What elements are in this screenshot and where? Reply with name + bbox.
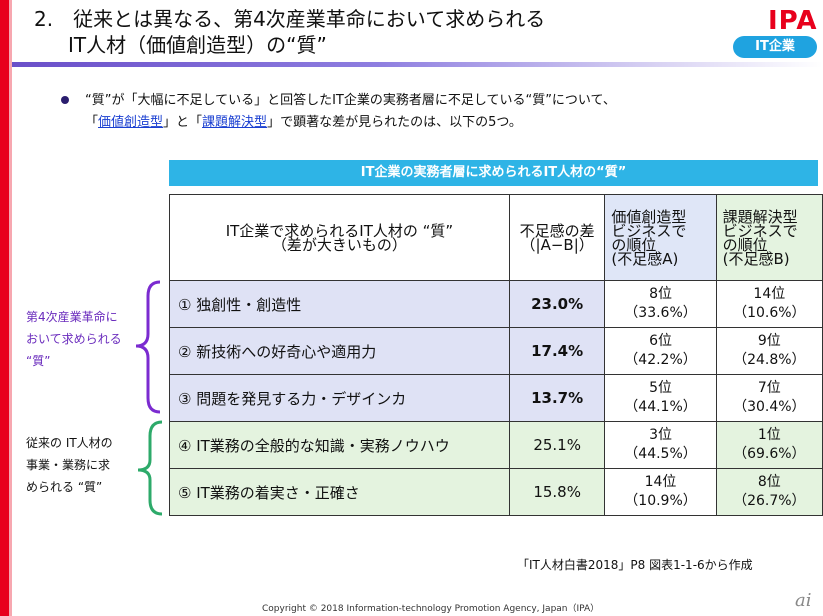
intro-line-1: “質”が「大幅に不足している」と回答したIT企業の実務者層に不足している“質”に… [85, 93, 616, 108]
purple-brace-icon [135, 280, 161, 414]
title-line-2: IT人材（価値創造型）の“質” [68, 33, 327, 57]
rank-a-value: 14位 [644, 474, 677, 490]
rank-b: 9位 （24.8%） [715, 327, 823, 375]
header-quality-line1: IT企業で求められるIT人材の “質” [225, 221, 454, 240]
header-b-line2: ビジネスで [722, 221, 798, 240]
rank-b: 7位 （30.4%） [715, 374, 823, 422]
rank-a: 5位 （44.1%） [604, 374, 717, 422]
rank-b-value: 1位 [757, 427, 781, 443]
rank-a-pct: （33.6%） [624, 305, 697, 321]
purple-label-line1: 第4次産業革命に [26, 310, 118, 324]
green-label-line1: 従来の IT人材の [26, 436, 113, 450]
rank-b: 14位 （10.6%） [715, 280, 823, 328]
table-row: ③ 問題を発見する力・デザインカ 13.7% 5位 （44.1%） 7位 （30.4… [169, 374, 823, 422]
header-b-line3: の順位 [722, 235, 768, 254]
table-row: ⑤ IT業務の着実さ・正確さ 15.8% 14位 （10.9%） 8位 （26.7%… [169, 468, 823, 516]
rank-a-pct: （42.2%） [624, 352, 697, 368]
left-accent-stripe [9, 0, 12, 616]
purple-group-label: 第4次産業革命に おいて求められる “質” [26, 306, 122, 372]
green-brace-icon [137, 420, 163, 516]
title-line-1: 2. 従来とは異なる、第4次産業革命において求められる [34, 7, 546, 31]
ipa-logo: IPA [768, 6, 818, 36]
header-a-line1: 価値創造型 [611, 207, 687, 226]
rank-a-value: 3位 [649, 427, 672, 443]
header-a-line4: (不足感A) [611, 249, 679, 268]
rank-b-pct: （10.6%） [733, 305, 806, 321]
source-note: 「IT人材白書2018」P8 図表1-1-6から作成 [517, 558, 753, 572]
value-creation-link[interactable]: 価値創造型 [98, 115, 164, 130]
table-caption: IT企業の実務者層に求められるIT人材の“質” [169, 160, 818, 186]
quality-name: ③ 問題を発見する力・デザインカ [169, 374, 510, 422]
purple-label-line2: おいて求められる [26, 332, 122, 346]
table-row: ① 独創性・創造性 23.0% 8位 （33.6%） 14位 （10.6%） [169, 280, 823, 328]
header-b-line4: (不足感B) [722, 249, 790, 268]
header-b-line1: 課題解決型 [722, 207, 798, 226]
problem-solving-link[interactable]: 課題解決型 [202, 115, 268, 130]
rank-a-value: 5位 [649, 380, 672, 396]
green-group-label: 従来の IT人材の 事業・業務に求 められる “質” [26, 432, 113, 498]
rank-b-value: 7位 [757, 380, 781, 396]
intro-text: “質”が「大幅に不足している」と回答したIT企業の実務者層に不足している“質”に… [85, 90, 616, 134]
title-divider [12, 62, 823, 67]
purple-label-line3: “質” [26, 354, 51, 368]
header-diff-line1: 不足感の差 [519, 221, 595, 240]
quality-table: IT企業で求められるIT人材の “質” （差が大きいもの） 不足感の差 （|A−… [169, 194, 823, 516]
corner-logo: ai [795, 590, 812, 611]
rank-a: 8位 （33.6%） [604, 280, 717, 328]
rank-b-pct: （30.4%） [733, 399, 806, 415]
rank-b-pct: （69.6%） [733, 446, 806, 462]
rank-b-value: 8位 [757, 474, 781, 490]
rank-a-value: 6位 [649, 333, 672, 349]
rank-a-pct: （10.9%） [624, 493, 697, 509]
quality-name: ② 新技術への好奇心や適用力 [169, 327, 510, 375]
rank-a: 3位 （44.5%） [604, 421, 717, 469]
header-value-creation: 価値創造型 ビジネスで の順位 (不足感A) [604, 194, 717, 281]
intro-line-2: 「価値創造型」と「課題解決型」で顕著な差が見られたのは、以下の5つ。 [85, 112, 616, 134]
quality-diff: 13.7% [508, 374, 606, 422]
rank-a-value: 8位 [649, 286, 672, 302]
header-quality-line2: （差が大きいもの） [271, 235, 407, 254]
header-quality: IT企業で求められるIT人材の “質” （差が大きいもの） [169, 194, 510, 281]
left-accent-bar [0, 0, 9, 616]
header-problem-solving: 課題解決型 ビジネスで の順位 (不足感B) [715, 194, 823, 281]
quality-diff: 23.0% [508, 280, 606, 328]
slide-title: 2. 従来とは異なる、第4次産業革命において求められる IT人材（価値創造型）の… [34, 6, 545, 58]
header-a-line2: ビジネスで [611, 221, 687, 240]
rank-b-value: 14位 [753, 286, 786, 302]
quality-name: ① 独創性・創造性 [169, 280, 510, 328]
green-label-line3: められる “質” [26, 480, 103, 494]
table-header-row: IT企業で求められるIT人材の “質” （差が大きいもの） 不足感の差 （|A−… [169, 194, 823, 281]
header-a-line3: の順位 [611, 235, 657, 254]
rank-a: 14位 （10.9%） [604, 468, 717, 516]
intro-open: 「 [85, 115, 99, 130]
green-label-line2: 事業・業務に求 [26, 458, 111, 472]
header-diff-line2: （|A−B|） [520, 235, 594, 254]
rank-a: 6位 （42.2%） [604, 327, 717, 375]
quality-diff: 17.4% [508, 327, 606, 375]
rank-b-value: 9位 [757, 333, 781, 349]
rank-a-pct: （44.5%） [624, 446, 697, 462]
table-row: ② 新技術への好奇心や適用力 17.4% 6位 （42.2%） 9位 （24.8%） [169, 327, 823, 375]
table-row: ④ IT業務の全般的な知識・実務ノウハウ 25.1% 3位 （44.5%） 1位 （… [169, 421, 823, 469]
intro-mid: 」と「 [163, 115, 203, 130]
quality-diff: 15.8% [508, 468, 606, 516]
copyright: Copyright © 2018 Information-technology … [262, 604, 600, 614]
rank-a-pct: （44.1%） [624, 399, 697, 415]
rank-b: 8位 （26.7%） [715, 468, 823, 516]
rank-b: 1位 （69.6%） [715, 421, 823, 469]
bullet-icon [61, 96, 69, 104]
intro-close: 」で顕著な差が見られたのは、以下の5つ。 [267, 115, 522, 130]
quality-diff: 25.1% [508, 421, 606, 469]
quality-name: ④ IT業務の全般的な知識・実務ノウハウ [169, 421, 510, 469]
header-diff: 不足感の差 （|A−B|） [508, 194, 606, 281]
rank-b-pct: （26.7%） [733, 493, 806, 509]
rank-b-pct: （24.8%） [733, 352, 806, 368]
quality-name: ⑤ IT業務の着実さ・正確さ [169, 468, 510, 516]
category-badge: IT企業 [733, 36, 817, 58]
